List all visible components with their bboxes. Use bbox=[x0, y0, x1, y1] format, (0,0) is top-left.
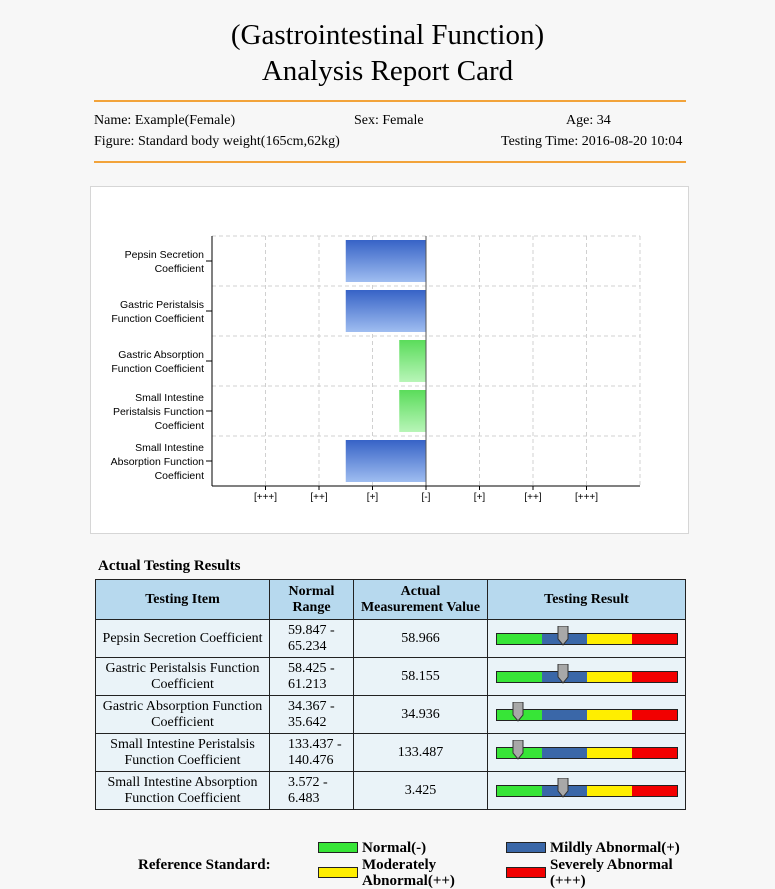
chart-bar bbox=[345, 440, 426, 482]
table-row: Gastric Peristalsis Function Coefficient… bbox=[95, 657, 686, 696]
reference-standard-label: Reference Standard: bbox=[138, 857, 271, 873]
chart-bar bbox=[345, 240, 426, 282]
row-item: Gastric Peristalsis Function Coefficient bbox=[95, 657, 270, 696]
patient-sex: Sex: Female bbox=[354, 113, 424, 128]
patient-age: Age: 34 bbox=[566, 113, 611, 128]
patient-figure: Figure: Standard body weight(165cm,62kg) bbox=[94, 134, 340, 149]
legend-label-moderate: Moderately Abnormal(++) bbox=[362, 857, 455, 889]
result-marker-icon bbox=[557, 777, 569, 798]
legend-swatch-normal bbox=[318, 842, 358, 853]
x-tick-label: [++] bbox=[524, 492, 541, 503]
result-scale bbox=[495, 663, 678, 684]
row-result bbox=[487, 695, 686, 734]
legend-label-mild: Mildly Abnormal(+) bbox=[550, 840, 680, 856]
col-header-measurement-value: Actual Measurement Value bbox=[353, 579, 488, 620]
result-marker-icon bbox=[512, 701, 524, 722]
header-divider-top bbox=[94, 100, 686, 102]
result-scale bbox=[495, 739, 678, 760]
legend-label-severe: Severely Abnormal (+++) bbox=[550, 857, 673, 889]
row-item: Small Intestine Peristalsis Function Coe… bbox=[95, 733, 270, 772]
x-tick-label: [++] bbox=[310, 492, 327, 503]
col-header-normal-range: Normal Range bbox=[269, 579, 354, 620]
table-row: Pepsin Secretion Coefficient 59.847 - 65… bbox=[95, 619, 686, 658]
x-tick-label: [+++] bbox=[254, 492, 277, 503]
table-row: Gastric Absorption Function Coefficient … bbox=[95, 695, 686, 734]
header-divider-bottom bbox=[94, 161, 686, 163]
results-section-title: Actual Testing Results bbox=[98, 558, 241, 574]
col-header-testing-result: Testing Result bbox=[487, 579, 686, 620]
row-normal-range: 58.425 - 61.213 bbox=[269, 657, 354, 696]
coefficient-bar-chart: Pepsin Secretion Coefficient Gastric Peris… bbox=[111, 235, 641, 503]
y-tick-label: Gastric Peristalsis Function Coefficient bbox=[111, 299, 204, 325]
chart-bar bbox=[399, 390, 426, 432]
row-normal-range: 59.847 - 65.234 bbox=[269, 619, 354, 658]
result-marker-icon bbox=[557, 663, 569, 684]
results-table: Testing Item Normal Range Actual Measure… bbox=[95, 579, 686, 810]
row-item: Gastric Absorption Function Coefficient bbox=[95, 695, 270, 734]
report-title-line1: (Gastrointestinal Function) bbox=[230, 19, 545, 51]
chart-bar bbox=[345, 290, 426, 332]
row-value: 3.425 bbox=[353, 771, 488, 810]
row-result bbox=[487, 733, 686, 772]
testing-time: Testing Time: 2016-08-20 10:04 bbox=[501, 134, 683, 149]
row-item: Small Intestine Absorption Function Coef… bbox=[95, 771, 270, 810]
y-tick-label: Small Intestine Absorption Function Coeffi… bbox=[111, 442, 205, 482]
row-result bbox=[487, 771, 686, 810]
x-tick-label: [+] bbox=[367, 492, 379, 503]
x-tick-label: [+] bbox=[474, 492, 486, 503]
row-value: 58.155 bbox=[353, 657, 488, 696]
chart-bar bbox=[399, 340, 426, 382]
result-marker-icon bbox=[557, 625, 569, 646]
row-normal-range: 3.572 - 6.483 bbox=[269, 771, 354, 810]
table-row: Small Intestine Absorption Function Coef… bbox=[95, 771, 686, 810]
legend-swatch-mild bbox=[506, 842, 546, 853]
row-normal-range: 34.367 - 35.642 bbox=[269, 695, 354, 734]
row-normal-range: 133.437 - 140.476 bbox=[269, 733, 354, 772]
result-scale bbox=[495, 625, 678, 646]
y-tick-label: Pepsin Secretion Coefficient bbox=[125, 249, 205, 275]
row-item: Pepsin Secretion Coefficient bbox=[95, 619, 270, 658]
y-tick-label: Gastric Absorption Function Coefficient bbox=[111, 349, 204, 375]
table-row: Small Intestine Peristalsis Function Coe… bbox=[95, 733, 686, 772]
x-tick-label: [-] bbox=[422, 492, 431, 503]
row-value: 34.936 bbox=[353, 695, 488, 734]
row-value: 58.966 bbox=[353, 619, 488, 658]
result-scale bbox=[495, 701, 678, 722]
coefficient-chart-panel: Pepsin Secretion Coefficient Gastric Peris… bbox=[90, 186, 689, 534]
result-marker-icon bbox=[512, 739, 524, 760]
patient-name: Name: Example(Female) bbox=[94, 113, 236, 128]
result-scale bbox=[495, 777, 678, 798]
legend-label-normal: Normal(-) bbox=[362, 840, 427, 856]
row-result bbox=[487, 619, 686, 658]
x-tick-label: [+++] bbox=[575, 492, 598, 503]
results-header-row: Testing Item Normal Range Actual Measure… bbox=[95, 579, 686, 620]
y-tick-label: Small Intestine Peristalsis Function Coeff… bbox=[113, 392, 204, 432]
legend-swatch-severe bbox=[506, 867, 546, 878]
row-result bbox=[487, 657, 686, 696]
report-title-line2: Analysis Report Card bbox=[261, 55, 514, 87]
row-value: 133.487 bbox=[353, 733, 488, 772]
legend-swatch-moderate bbox=[318, 867, 358, 878]
col-header-testing-item: Testing Item bbox=[95, 579, 270, 620]
